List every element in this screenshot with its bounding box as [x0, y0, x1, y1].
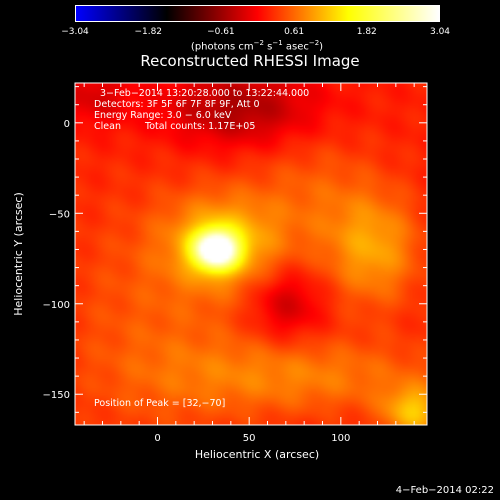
time-range-annotation: 3−Feb−2014 13:20:28.000 to 13:22:44.000 — [100, 88, 309, 99]
footer-date: 4−Feb−2014 02:22 — [395, 485, 494, 496]
colorbar-tick-label: 1.82 — [356, 27, 377, 37]
chart-title: Reconstructed RHESSI Image — [140, 52, 360, 70]
peak-annotation: Position of Peak = [32,−70] — [94, 398, 225, 409]
x-tick-label: 0 — [154, 433, 160, 444]
energy-annotation: Energy Range: 3.0 − 6.0 keV — [94, 110, 232, 121]
x-tick-label: 100 — [331, 433, 350, 444]
detectors-annotation: Detectors: 3F 5F 6F 7F 8F 9F, Att 0 — [94, 99, 260, 110]
y-tick-label: −150 — [43, 390, 70, 401]
y-tick-label: −100 — [43, 300, 70, 311]
total-counts-annotation: Total counts: 1.17E+05 — [144, 121, 255, 132]
y-axis-label: Heliocentric Y (arcsec) — [12, 192, 25, 316]
colorbar-tick-label: −3.04 — [61, 27, 89, 37]
heatmap-image — [75, 83, 427, 425]
colorbar-units: (photons cm−2 s−1 asec−2) — [190, 39, 324, 53]
colorbar-tick-label: 0.61 — [284, 27, 305, 37]
x-tick-label: 50 — [243, 433, 256, 444]
x-axis-label: Heliocentric X (arcsec) — [195, 448, 319, 461]
colorbar-tick-label: 3.04 — [429, 27, 451, 37]
clean-annotation: Clean — [94, 121, 121, 132]
y-tick-label: −50 — [49, 209, 70, 220]
axis-ticks: 0 50 100 0 −50 −100 −150 — [43, 83, 427, 444]
colorbar-tick-label: −1.82 — [134, 27, 163, 37]
colorbar-tick-label: −0.61 — [207, 27, 235, 37]
y-tick-label: 0 — [64, 119, 70, 130]
colorbar — [75, 5, 440, 22]
plot-frame — [74, 82, 428, 426]
